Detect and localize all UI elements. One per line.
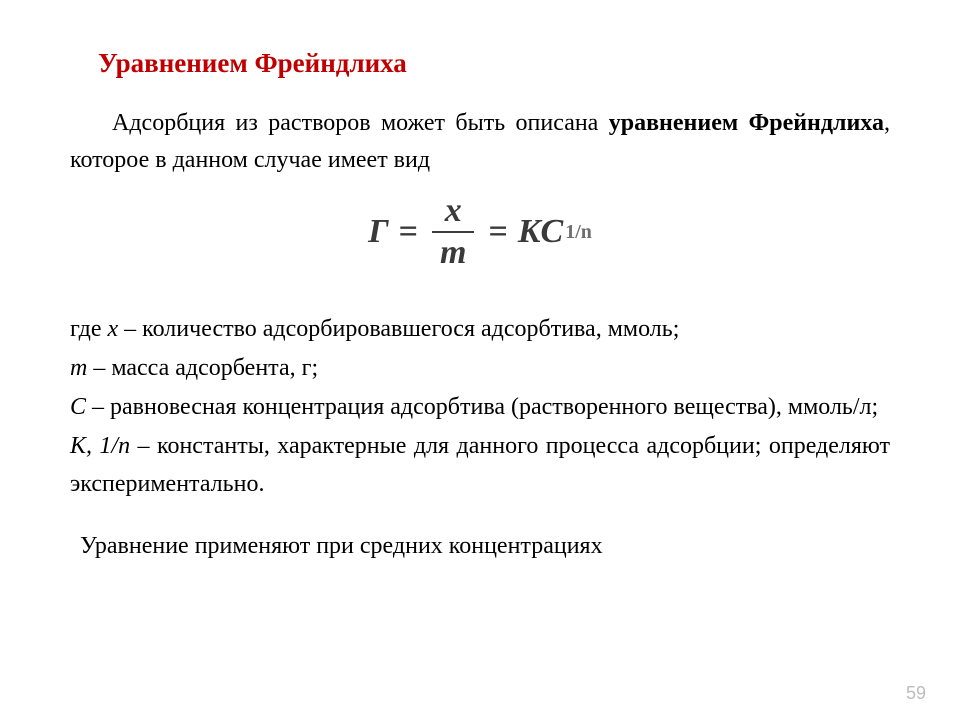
note-text: Уравнение применяют при средних концентр… xyxy=(80,533,890,560)
def-text-kn: – константы, характерные для данного про… xyxy=(70,433,890,496)
formula-rhs-base: KC xyxy=(518,213,563,251)
def-text-m: – масса адсорбента, г; xyxy=(87,355,318,381)
intro-bold-term: уравнением Фрейндлиха xyxy=(609,110,884,136)
page-title: Уравнением Фрейндлиха xyxy=(98,48,890,79)
def-symbol-c: С xyxy=(70,394,86,420)
formula-rhs-superscript: 1/n xyxy=(565,221,592,244)
formula-eq-2: = xyxy=(488,213,507,251)
page-number: 59 xyxy=(906,683,926,704)
def-text-x: – количество адсорбировавшегося адсорбти… xyxy=(118,316,679,342)
definitions-block: где x – количество адсорбировавшегося ад… xyxy=(70,311,890,503)
def-text-c: – равновесная концентрация адсорбтива (р… xyxy=(86,394,878,420)
formula: Г = x m = KC1/n xyxy=(368,193,592,270)
def-symbol-m: m xyxy=(70,355,87,381)
def-symbol-x: x xyxy=(108,316,119,342)
def-where: где xyxy=(70,316,108,342)
def-line-c: С – равновесная концентрация адсорбтива … xyxy=(70,389,890,426)
formula-denominator: m xyxy=(432,231,474,271)
def-line-m: m – масса адсорбента, г; xyxy=(70,350,890,387)
formula-fraction: x m xyxy=(432,193,474,270)
formula-numerator: x xyxy=(437,193,470,231)
intro-text-1: Адсорбция из растворов может быть описан… xyxy=(112,110,609,136)
def-line-kn: К, 1/n – константы, характерные для данн… xyxy=(70,428,890,502)
def-line-x: где x – количество адсорбировавшегося ад… xyxy=(70,311,890,348)
def-symbol-kn: К, 1/n xyxy=(70,433,130,459)
formula-lhs: Г xyxy=(368,213,389,251)
intro-paragraph: Адсорбция из растворов может быть описан… xyxy=(70,105,890,179)
formula-eq-1: = xyxy=(399,213,418,251)
formula-block: Г = x m = KC1/n xyxy=(70,193,890,270)
